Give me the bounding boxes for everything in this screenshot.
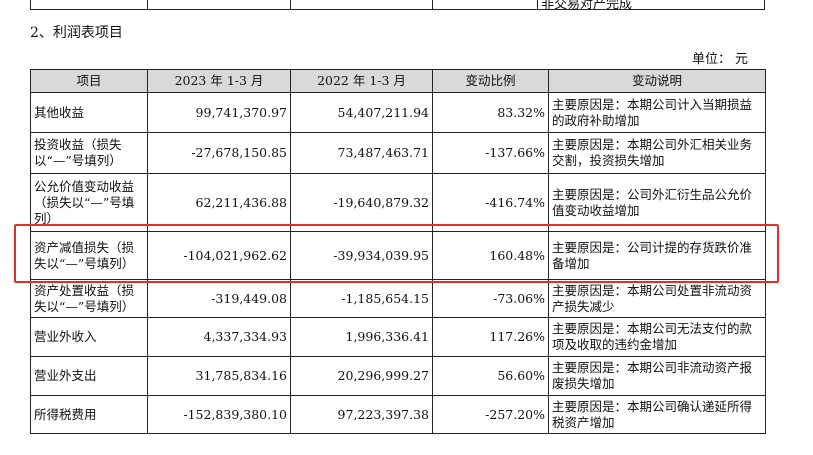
row-note: 主要原因是：本期公司无法支付的款项及收取的违约金增加 bbox=[548, 317, 766, 357]
unit-value: 元 bbox=[735, 52, 749, 67]
row-2023: -27,678,150.85 bbox=[147, 132, 291, 174]
row-note: 主要原因是：公司外汇衍生品公允价值变动收益增加 bbox=[548, 173, 766, 232]
row-2022: -19,640,879.32 bbox=[290, 173, 433, 232]
row-2022: -1,185,654.15 bbox=[290, 279, 433, 318]
unit-prefix: 单位： bbox=[692, 52, 732, 67]
row-item: 所得税费用 bbox=[30, 395, 148, 434]
row-change: -73.06% bbox=[432, 279, 549, 318]
row-2022: -39,934,039.95 bbox=[290, 231, 433, 280]
row-item: 营业外收入 bbox=[30, 317, 148, 357]
section-title: 2、利润表项目 bbox=[30, 25, 123, 41]
header-note: 变动说明 bbox=[548, 69, 766, 93]
header-change: 变动比例 bbox=[432, 69, 549, 93]
row-item: 资产减值损失（损失以“—”号填列） bbox=[30, 231, 148, 280]
row-change: 56.60% bbox=[432, 356, 549, 396]
table-row: 资产减值损失（损失以“—”号填列） -104,021,962.62 -39,93… bbox=[30, 231, 766, 280]
table-row: 所得税费用 -152,839,380.10 97,223,397.38 -257… bbox=[30, 395, 766, 434]
unit-label: 单位：元 bbox=[692, 48, 752, 67]
row-note: 主要原因是：本期公司确认递延所得税资产增加 bbox=[548, 395, 766, 434]
highlight-box bbox=[14, 224, 779, 283]
row-change: 83.32% bbox=[432, 92, 549, 133]
previous-table-fragment: 非交易对产完成 bbox=[30, 0, 765, 12]
cutoff-text: 非交易对产完成 bbox=[541, 0, 633, 12]
table-row: 营业外支出 31,785,834.16 20,296,999.27 56.60%… bbox=[30, 356, 766, 396]
row-2023: 99,741,370.97 bbox=[147, 92, 291, 133]
header-2022: 2022 年 1-3 月 bbox=[290, 69, 433, 93]
row-note: 主要原因是：公司计提的存货跌价准备增加 bbox=[548, 231, 766, 280]
table-row: 公允价值变动收益（损失以“—”号填列） 62,211,436.88 -19,64… bbox=[30, 173, 766, 232]
row-item: 其他收益 bbox=[30, 92, 148, 133]
row-note: 主要原因是：本期公司处置非流动资产损失减少 bbox=[548, 279, 766, 318]
row-2023: -319,449.08 bbox=[147, 279, 291, 318]
row-2023: 62,211,436.88 bbox=[147, 173, 291, 232]
table-row: 其他收益 99,741,370.97 54,407,211.94 83.32% … bbox=[30, 92, 766, 133]
row-2022: 54,407,211.94 bbox=[290, 92, 433, 133]
row-item: 资产处置收益（损失以“—”号填列） bbox=[30, 279, 148, 318]
table-row: 营业外收入 4,337,334.93 1,996,336.41 117.26% … bbox=[30, 317, 766, 357]
header-item: 项目 bbox=[30, 69, 148, 93]
row-2023: -104,021,962.62 bbox=[147, 231, 291, 280]
row-change: -257.20% bbox=[432, 395, 549, 434]
row-2023: 4,337,334.93 bbox=[147, 317, 291, 357]
row-2022: 1,996,336.41 bbox=[290, 317, 433, 357]
row-change: 117.26% bbox=[432, 317, 549, 357]
row-2022: 20,296,999.27 bbox=[290, 356, 433, 396]
table-row: 投资收益（损失以“—”号填列） -27,678,150.85 73,487,46… bbox=[30, 132, 766, 174]
row-change: -416.74% bbox=[432, 173, 549, 232]
row-note: 主要原因是：本期公司计入当期损益的政府补助增加 bbox=[548, 92, 766, 133]
row-item: 营业外支出 bbox=[30, 356, 148, 396]
row-note: 主要原因是：本期公司外汇相关业务交割，投资损失增加 bbox=[548, 132, 766, 174]
row-2022: 73,487,463.71 bbox=[290, 132, 433, 174]
income-statement-table: 项目 2023 年 1-3 月 2022 年 1-3 月 变动比例 变动说明 其… bbox=[30, 69, 766, 434]
row-2023: -152,839,380.10 bbox=[147, 395, 291, 434]
row-change: 160.48% bbox=[432, 231, 549, 280]
table-header-row: 项目 2023 年 1-3 月 2022 年 1-3 月 变动比例 变动说明 bbox=[30, 69, 766, 93]
table-row: 资产处置收益（损失以“—”号填列） -319,449.08 -1,185,654… bbox=[30, 279, 766, 318]
row-item: 投资收益（损失以“—”号填列） bbox=[30, 132, 148, 174]
header-2023: 2023 年 1-3 月 bbox=[147, 69, 291, 93]
row-2022: 97,223,397.38 bbox=[290, 395, 433, 434]
row-2023: 31,785,834.16 bbox=[147, 356, 291, 396]
row-change: -137.66% bbox=[432, 132, 549, 174]
row-note: 主要原因是：本期公司非流动资产报废损失增加 bbox=[548, 356, 766, 396]
row-item: 公允价值变动收益（损失以“—”号填列） bbox=[30, 173, 148, 232]
